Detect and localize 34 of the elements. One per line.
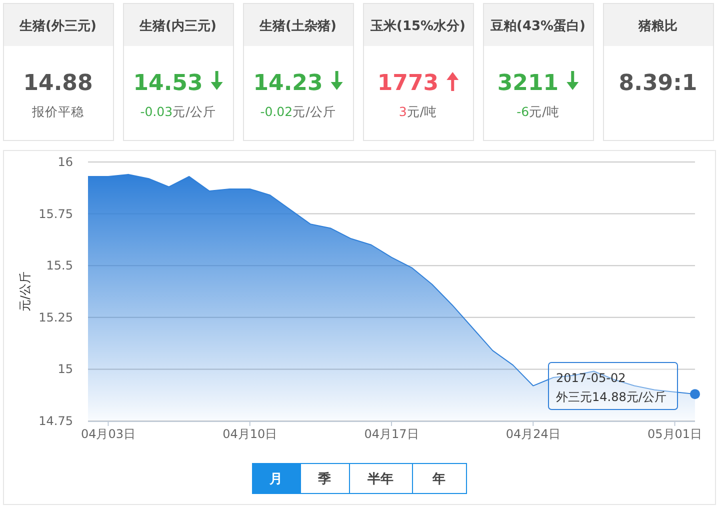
- y-tick-label: 15.25: [38, 310, 73, 324]
- text: 年: [432, 472, 446, 487]
- text: -0.03元/公斤: [140, 104, 216, 119]
- text: -0.02元/公斤: [260, 104, 336, 119]
- text: 生猪(内三元): [138, 19, 216, 34]
- annotation: 2017-05-02 外三元14.88元/公斤: [556, 371, 666, 404]
- y-tick-label: 16: [58, 155, 73, 169]
- text: 1773: [377, 71, 439, 96]
- text: 生猪(土杂猪): [258, 19, 336, 34]
- text: 14.53: [133, 71, 203, 96]
- text: -6元/吨: [516, 104, 560, 119]
- text: 3元/吨: [398, 104, 438, 119]
- x-tick-label: 05月01日: [647, 427, 702, 441]
- y-axis-title: 元/公斤: [18, 271, 32, 312]
- y-tick-label: 15.75: [38, 206, 73, 221]
- text: 报价平稳: [31, 104, 84, 119]
- text: 生猪(外三元): [18, 19, 96, 34]
- text: 3211: [497, 71, 559, 96]
- x-tick-label: 04月17日: [364, 427, 419, 441]
- text: 半年: [366, 472, 394, 487]
- text: 14.88: [23, 71, 93, 96]
- text: 猪粮比: [638, 18, 678, 34]
- text: 月: [268, 472, 282, 487]
- text: 季: [317, 471, 331, 487]
- x-tick-label: 04月10日: [222, 427, 278, 441]
- y-tick-label: 15.5: [46, 258, 73, 273]
- x-tick-label: 04月24日: [506, 427, 560, 441]
- text: 8.39:1: [618, 71, 698, 96]
- text: 豆粕(43%蛋白): [490, 19, 586, 34]
- x-tick-label: 04月03日: [80, 427, 136, 441]
- y-tick-label: 14.75: [38, 414, 73, 428]
- text: 14.23: [253, 71, 323, 96]
- y-tick-label: 15: [58, 362, 73, 376]
- text: 玉米(15%水分): [370, 19, 466, 34]
